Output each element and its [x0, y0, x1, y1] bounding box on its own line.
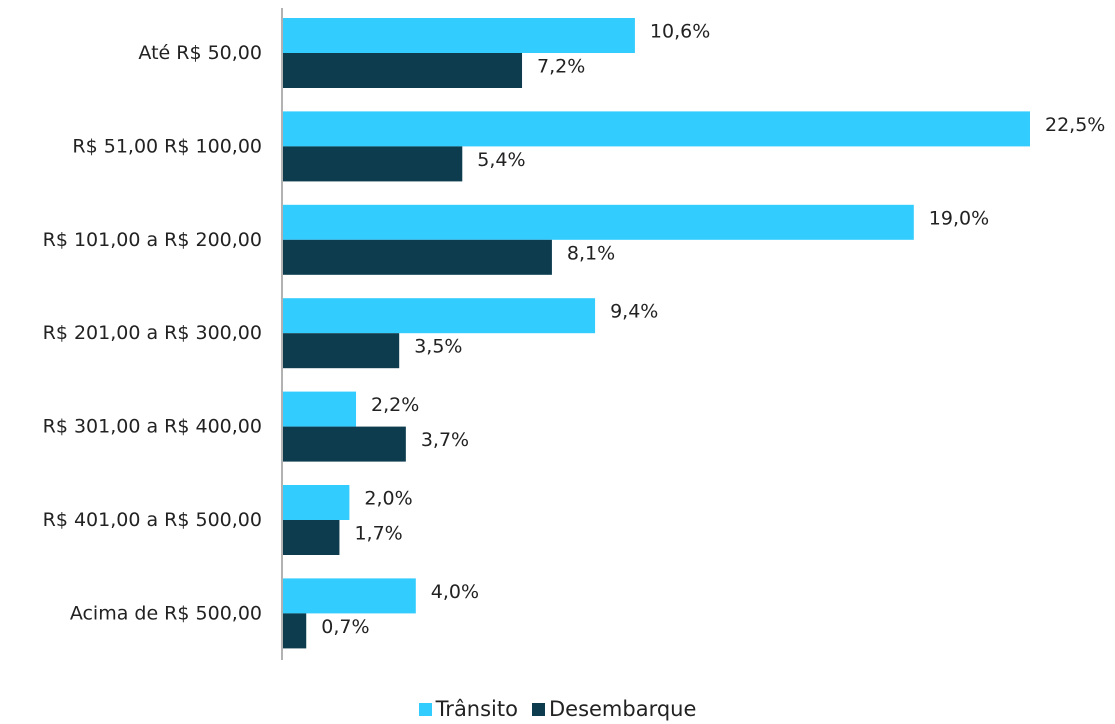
- data-label: 0,7%: [321, 616, 369, 638]
- data-label: 2,0%: [364, 488, 412, 510]
- bar-transito: [283, 485, 350, 520]
- bar-transito: [283, 18, 635, 53]
- bar-transito: [283, 391, 357, 427]
- category-label: R$ 301,00 a R$ 400,00: [43, 416, 262, 438]
- category-label: R$ 101,00 a R$ 200,00: [43, 229, 262, 251]
- category-label: Até R$ 50,00: [138, 42, 262, 64]
- data-label: 10,6%: [650, 21, 710, 43]
- category-label: R$ 51,00 R$ 100,00: [72, 135, 262, 157]
- category-label: R$ 201,00 a R$ 300,00: [43, 322, 262, 344]
- bar-transito: [283, 578, 416, 614]
- bar-desembarque: [283, 613, 307, 649]
- bar-desembarque: [283, 239, 552, 275]
- legend-swatch-desembarque: [531, 702, 545, 716]
- data-label: 1,7%: [354, 523, 402, 545]
- legend-swatch-transito: [418, 702, 432, 716]
- bar-desembarque: [283, 333, 400, 369]
- bar-desembarque: [283, 146, 463, 182]
- data-label: 19,0%: [929, 207, 989, 229]
- category-label: Acima de R$ 500,00: [70, 602, 262, 624]
- bar-desembarque: [283, 520, 340, 555]
- data-label: 5,4%: [477, 149, 525, 171]
- category-label: R$ 401,00 a R$ 500,00: [43, 509, 262, 531]
- bar-transito: [283, 298, 596, 334]
- data-label: 8,1%: [567, 242, 615, 264]
- data-label: 7,2%: [537, 56, 585, 78]
- data-label: 22,5%: [1045, 114, 1105, 136]
- legend-item-desembarque: Desembarque: [531, 697, 697, 721]
- legend-item-transito: Trânsito: [418, 697, 518, 721]
- data-label: 9,4%: [610, 301, 658, 323]
- bar-chart: Até R$ 50,00 10,6% 7,2% R$ 51,00 R$ 100,00 2…: [43, 8, 1105, 660]
- data-label: 3,5%: [414, 336, 462, 358]
- bar-desembarque: [283, 53, 523, 88]
- legend: Trânsito Desembarque: [0, 697, 1115, 721]
- data-label: 2,2%: [371, 394, 419, 416]
- bar-desembarque: [283, 426, 406, 462]
- bar-transito: [283, 111, 1030, 147]
- data-label: 4,0%: [431, 581, 479, 603]
- legend-label-transito: Trânsito: [435, 697, 518, 721]
- bar-transito: [283, 204, 914, 240]
- data-label: 3,7%: [421, 429, 469, 451]
- legend-label-desembarque: Desembarque: [548, 697, 697, 721]
